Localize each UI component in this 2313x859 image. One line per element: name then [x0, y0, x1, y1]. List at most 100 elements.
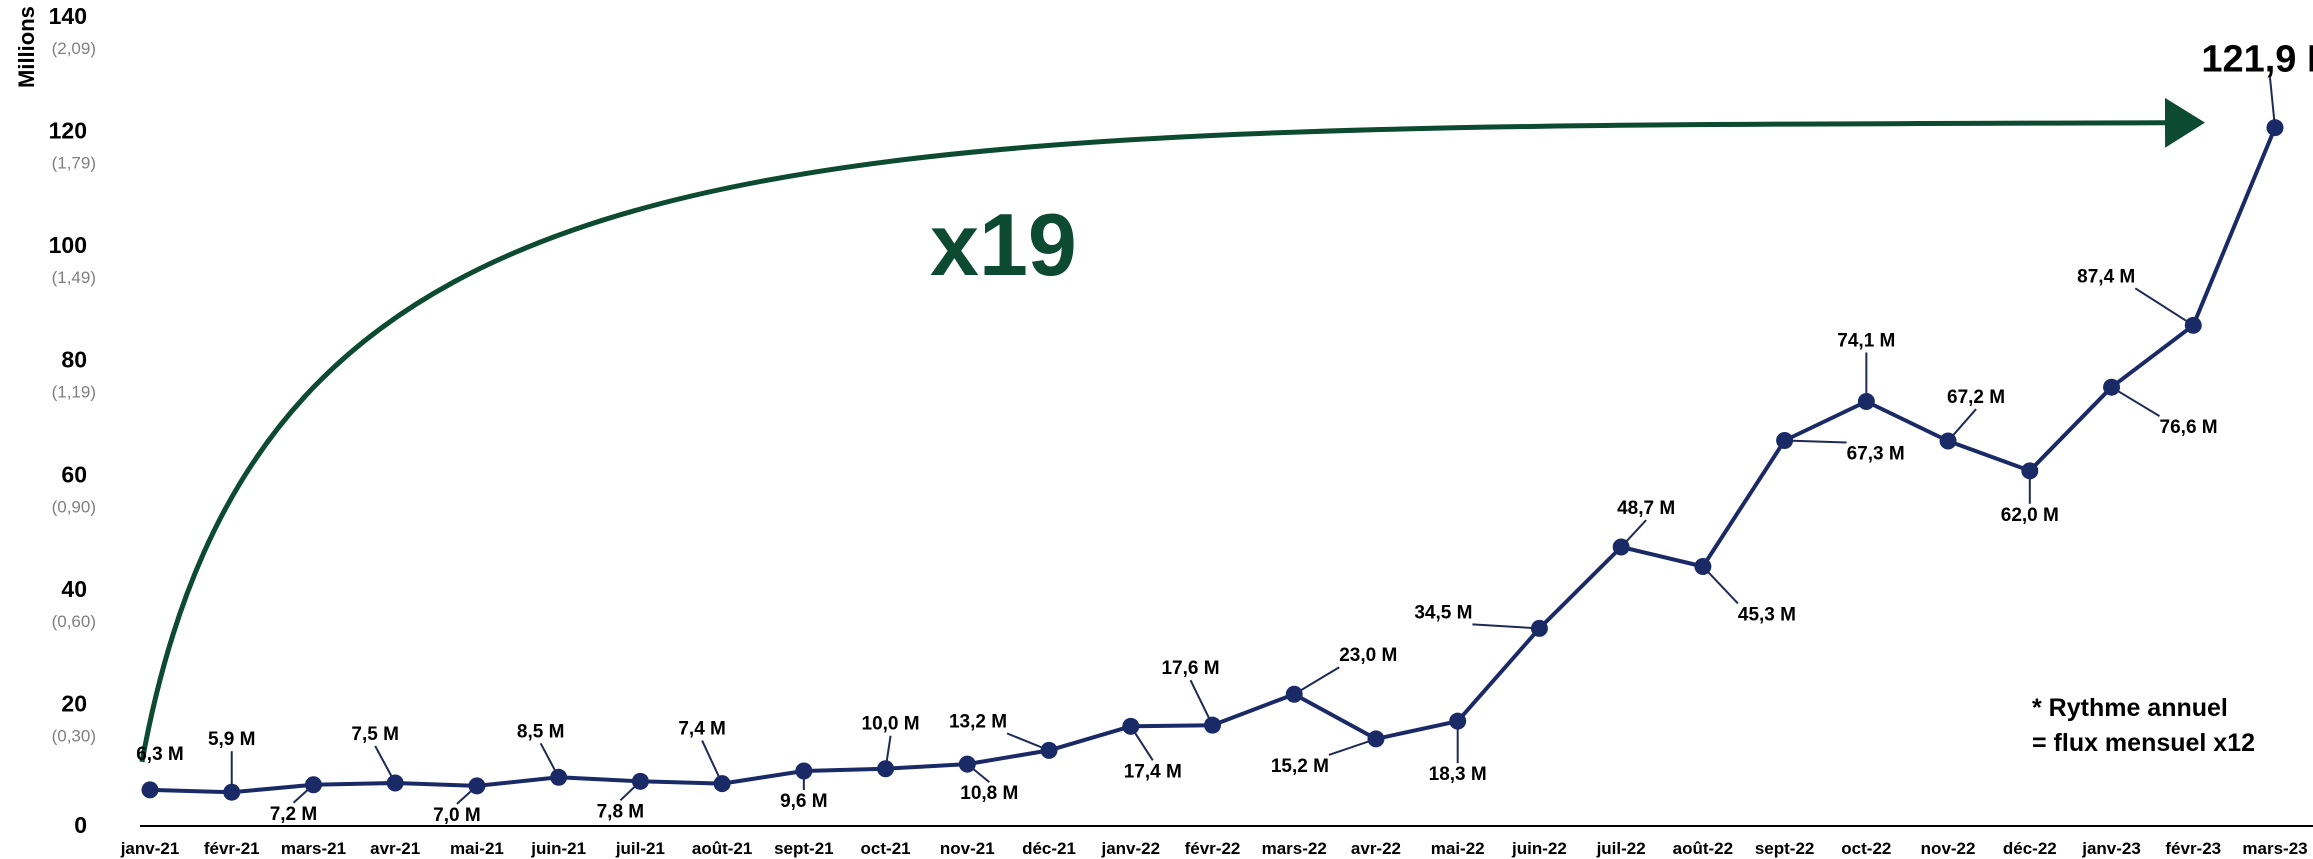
data-point-févr-23 — [2184, 316, 2202, 334]
data-point-déc-21 — [1040, 741, 1058, 759]
y-tick-label: 140 — [49, 3, 87, 29]
data-point-nov-21 — [958, 755, 976, 773]
data-label: 23,0 M — [1339, 645, 1397, 666]
data-label: 10,0 M — [862, 714, 920, 735]
label-leader — [1472, 623, 1540, 630]
data-point-févr-22 — [1204, 716, 1221, 734]
series-line — [149, 126, 2277, 795]
x-tick-label: juil-21 — [615, 839, 665, 858]
data-point-sept-21 — [795, 762, 813, 780]
x-tick-label: déc-22 — [2003, 839, 2057, 858]
x-tick-label: août-22 — [1673, 839, 1733, 858]
x-tick-label: août-21 — [692, 839, 752, 858]
data-point-févr-21 — [223, 783, 241, 801]
data-label: 13,2 M — [949, 711, 1007, 732]
data-label: 6,3 M — [136, 744, 184, 765]
data-label: 7,2 M — [270, 804, 318, 825]
data-label: 10,8 M — [960, 783, 1018, 804]
data-label: 17,4 M — [1124, 761, 1182, 782]
x-axis-ticks: janv-21 févr-21 mars-21 avr-21 mai-21 juin-21… — [120, 839, 2308, 858]
data-point-août-21 — [713, 775, 731, 793]
data-point-oct-21 — [877, 760, 895, 778]
x-tick-label: févr-22 — [1185, 839, 1241, 858]
y-tick-label: 100 — [49, 232, 87, 258]
x-tick-label: mai-22 — [1431, 839, 1485, 858]
data-label: 67,3 M — [1847, 443, 1905, 464]
data-point-janv-23 — [2103, 378, 2121, 396]
y-axis-label: Millions — [14, 6, 39, 88]
note-line-2: = flux mensuel x12 — [2032, 729, 2255, 757]
data-label: 8,5 M — [517, 721, 565, 742]
data-label: 45,3 M — [1738, 604, 1796, 625]
data-point-janv-22 — [1122, 717, 1140, 735]
data-label: 7,0 M — [433, 805, 481, 826]
y-axis-ticks: 0 20 (0,30) 40 (0,60) 60 (0,90) 80 (1,19) 100 (1,4… — [49, 3, 96, 838]
data-point-juin-21 — [550, 768, 568, 786]
data-label: 48,7 M — [1617, 498, 1675, 519]
x-tick-label: janv-21 — [120, 839, 180, 858]
data-label: 121,9 M — [2201, 39, 2313, 81]
data-label: 62,0 M — [2001, 505, 2059, 526]
y-tick-label: 120 — [49, 118, 87, 144]
data-point-juil-21 — [631, 772, 649, 790]
data-label: 18,3 M — [1429, 764, 1487, 785]
y-tick-sublabel: (0,30) — [52, 726, 96, 745]
data-label: 87,4 M — [2077, 266, 2135, 287]
growth-arrow — [139, 97, 2205, 763]
data-label: 76,6 M — [2160, 417, 2218, 438]
data-point-avr-21 — [386, 774, 404, 792]
note-line-1: * Rythme annuel — [2032, 694, 2228, 722]
x-tick-label: janv-23 — [2081, 839, 2141, 858]
data-points — [141, 119, 2284, 801]
x-tick-label: juin-22 — [1511, 839, 1567, 858]
data-point-avr-22 — [1367, 730, 1385, 748]
data-label: 67,2 M — [1947, 387, 2005, 408]
x-tick-label: oct-22 — [1841, 839, 1891, 858]
data-point-déc-22 — [2021, 462, 2039, 480]
data-label: 9,6 M — [780, 791, 828, 812]
label-leader — [1784, 439, 1847, 444]
label-leaders — [230, 77, 2276, 805]
data-point-mars-23 — [2266, 119, 2284, 137]
x-tick-label: févr-23 — [2165, 839, 2221, 858]
data-point-mars-21 — [304, 776, 322, 794]
x-tick-label: mars-22 — [1262, 839, 1327, 858]
y-tick-sublabel: (1,49) — [52, 268, 96, 287]
x-tick-label: avr-22 — [1351, 839, 1401, 858]
x-tick-label: avr-21 — [370, 839, 420, 858]
x-tick-label: juin-21 — [530, 839, 586, 858]
data-point-sept-22 — [1776, 431, 1794, 449]
data-label: 5,9 M — [208, 729, 256, 750]
data-point-août-22 — [1694, 557, 1712, 575]
data-point-juin-22 — [1530, 619, 1548, 637]
x-tick-label: mars-23 — [2242, 839, 2307, 858]
data-point-juil-22 — [1612, 538, 1630, 556]
y-tick-sublabel: (0,60) — [52, 612, 96, 631]
y-tick-label: 40 — [61, 576, 87, 602]
y-tick-sublabel: (1,19) — [52, 383, 96, 402]
data-point-mars-22 — [1285, 685, 1303, 703]
data-label: 74,1 M — [1837, 331, 1895, 352]
data-label: 7,8 M — [597, 801, 645, 822]
data-label: 7,5 M — [351, 724, 399, 745]
label-leader — [2134, 287, 2194, 327]
y-tick-label: 20 — [61, 690, 87, 716]
x-tick-label: oct-21 — [861, 839, 911, 858]
data-point-mai-21 — [468, 777, 486, 795]
y-tick-label: 60 — [61, 461, 87, 487]
data-point-nov-22 — [1939, 432, 1957, 450]
y-tick-sublabel: (2,09) — [52, 39, 96, 58]
y-tick-label: 0 — [74, 812, 87, 838]
y-tick-label: 80 — [61, 347, 87, 373]
x-tick-label: nov-21 — [940, 839, 995, 858]
data-point-oct-22 — [1857, 393, 1875, 411]
x-tick-label: janv-22 — [1100, 839, 1160, 858]
x-tick-label: sept-21 — [774, 839, 834, 858]
multiplier-annotation: x19 — [930, 195, 1077, 294]
label-leader — [2111, 386, 2161, 418]
data-label: 15,2 M — [1271, 756, 1329, 777]
x-tick-label: mai-21 — [450, 839, 504, 858]
data-point-janv-21 — [141, 781, 159, 799]
x-tick-label: nov-22 — [1921, 839, 1976, 858]
